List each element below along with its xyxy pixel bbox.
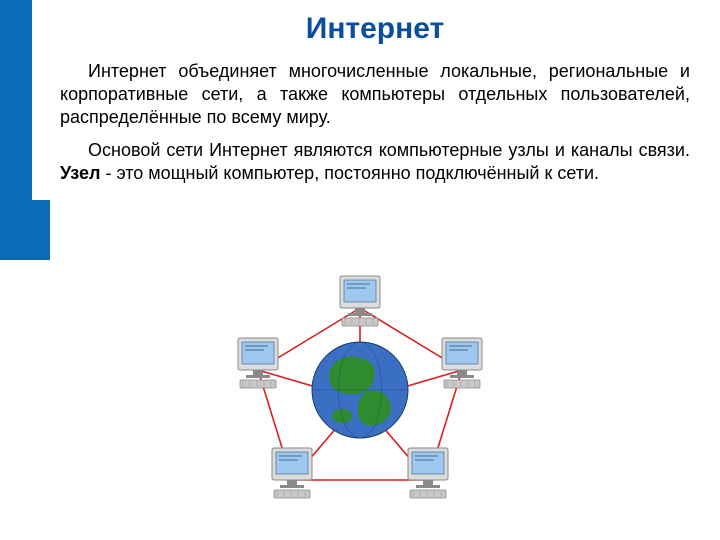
computer-left-top [238, 338, 278, 388]
para2-part-a: Основой сети Интернет являются компьютер… [88, 140, 690, 160]
sidebar-accent-step [32, 200, 50, 260]
computer-left-bottom [272, 448, 312, 498]
paragraph-2: Основой сети Интернет являются компьютер… [60, 139, 690, 185]
slide-content: Интернет Интернет объединяет многочислен… [60, 12, 690, 195]
page-title: Интернет [60, 12, 690, 46]
network-diagram [220, 270, 500, 520]
paragraph-1: Интернет объединяет многочисленные локал… [60, 60, 690, 129]
computer-right-bottom [408, 448, 448, 498]
para2-part-b: - это мощный компьютер, постоянно подклю… [100, 163, 599, 183]
globe-icon [312, 342, 408, 438]
computer-right-top [442, 338, 482, 388]
computer-top [340, 276, 380, 326]
para2-bold: Узел [60, 163, 100, 183]
sidebar-accent [0, 0, 32, 260]
